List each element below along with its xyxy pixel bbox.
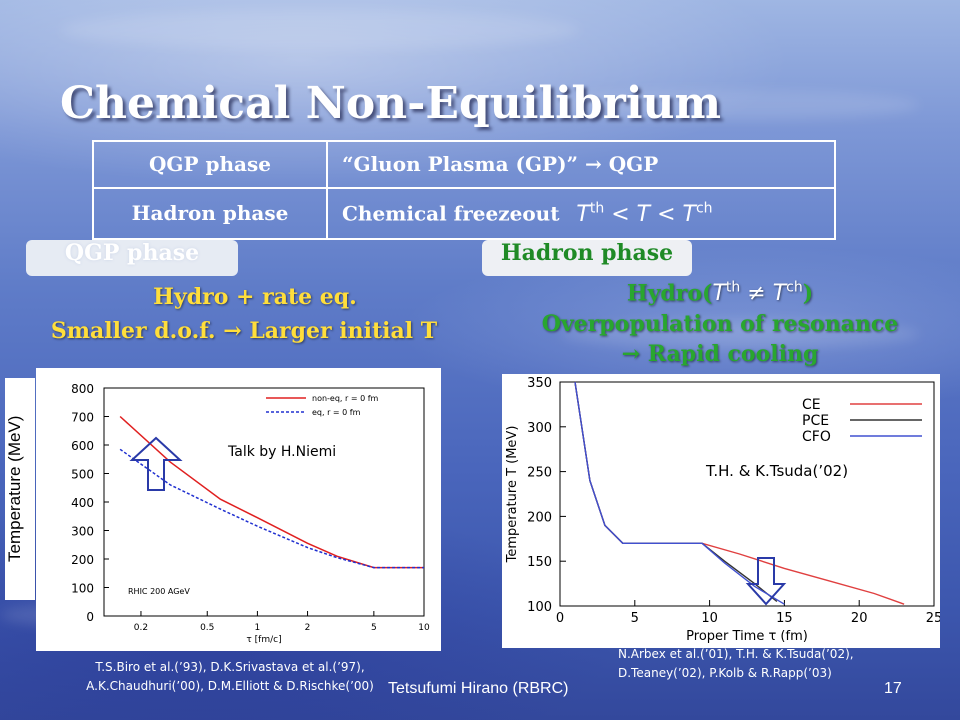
hadron-phase-box: Hadron phase [482, 240, 692, 276]
y-tick-label: 200 [527, 510, 552, 525]
background-streak [560, 320, 920, 348]
x-tick-label: 1 [255, 623, 261, 633]
left-ylabel: Temperature (MeV) [5, 378, 35, 600]
left-ref-line: T.S.Biro et al.(’93), D.K.Srivastava et … [95, 660, 365, 674]
left-line-1: Hydro + rate eq. [153, 284, 357, 310]
qgp-phase-label: QGP phase [64, 240, 200, 266]
slide-title: Chemical Non-Equilibrium [60, 78, 722, 129]
background-streak [60, 10, 580, 50]
x-tick-label: 25 [926, 611, 940, 626]
x-tick-label: 15 [776, 611, 793, 626]
y-tick-label: 400 [71, 496, 94, 510]
y-tick-label: 200 [71, 553, 94, 567]
y-tick-label: 300 [527, 421, 552, 436]
right-line-3: → Rapid cooling [621, 341, 819, 367]
x-tick-label: 0.5 [200, 623, 214, 633]
y-tick-label: 500 [71, 468, 94, 482]
series-line [574, 381, 905, 605]
right-plot: 100 150 200 250 300 350 0 5 10 15 20 25 Proper Time … [502, 374, 942, 648]
y-axis-label: Temperature T (MeV) [505, 426, 520, 564]
left-references: T.S.Biro et al.(’93), D.K.Srivastava et … [30, 658, 430, 696]
series-line [119, 415, 424, 569]
right-line-1: Hydro(Tth ≠ Tch) [626, 280, 814, 307]
y-tick-label: 600 [71, 439, 94, 453]
y-tick-label: 350 [527, 376, 552, 391]
table-cell-label: Hadron phase [92, 186, 328, 241]
phase-table: QGP phase “Gluon Plasma (GP)” → QGP Hadr… [92, 140, 836, 241]
chart-annotation: RHIC 200 AGeV [128, 587, 190, 596]
x-tick-label: 10 [701, 611, 718, 626]
freezeout-text: Chemical freezeout [342, 201, 560, 226]
left-plot: 800 700 600 500 400 300 200 100 0 0.2 0.5 1 2 5 10 τ [f… [36, 368, 441, 651]
freezeout-math: Tth < T < Tch [576, 200, 713, 227]
y-tick-label: 300 [71, 525, 94, 539]
right-line-2: Overpopulation of resonance [541, 311, 899, 337]
x-tick-label: 2 [305, 623, 311, 633]
right-references: N.Arbex et al.(’01), T.H. & K.Tsuda(’02)… [618, 645, 938, 683]
legend-label: PCE [802, 413, 829, 429]
x-tick-label: 10 [418, 623, 430, 633]
right-ref-line: D.Teaney(’02), P.Kolb & R.Rapp(’03) [618, 666, 832, 680]
qgp-phase-box: QGP phase [26, 240, 238, 276]
footer-author: Tetsufumi Hirano (RBRC) [388, 680, 569, 697]
table-row: Hadron phase Chemical freezeout Tth < T … [92, 186, 836, 241]
page-number: 17 [884, 680, 902, 697]
legend-label: CE [802, 397, 821, 413]
left-plot-svg: 800 700 600 500 400 300 200 100 0 0.2 0.5 1 2 5 10 τ [f… [71, 382, 430, 645]
legend-label: eq, r = 0 fm [312, 408, 361, 417]
plot-frame [559, 381, 935, 607]
table-cell-value: “Gluon Plasma (GP)” → QGP [326, 140, 836, 189]
series-line [574, 381, 785, 605]
y-tick-label: 0 [86, 610, 94, 624]
table-row: QGP phase “Gluon Plasma (GP)” → QGP [92, 140, 836, 189]
legend-label: non-eq, r = 0 fm [312, 394, 379, 403]
x-tick-label: 20 [851, 611, 868, 626]
series-line [119, 448, 424, 569]
left-line-2: Smaller d.o.f. → Larger initial T [50, 318, 438, 344]
x-tick-label: 5 [371, 623, 377, 633]
left-ref-line: A.K.Chaudhuri(’00), D.M.Elliott & D.Risc… [86, 679, 374, 693]
plot-annotation: T.H. & K.Tsuda(’02) [705, 462, 848, 480]
plot-frame [103, 387, 425, 617]
right-ref-line: N.Arbex et al.(’01), T.H. & K.Tsuda(’02)… [618, 647, 854, 661]
x-tick-label: 5 [631, 611, 639, 626]
x-tick-label: 0 [556, 611, 564, 626]
y-tick-label: 150 [527, 555, 552, 570]
plot-annotation: Talk by H.Niemi [227, 444, 336, 460]
table-cell-value: Chemical freezeout Tth < T < Tch [326, 186, 836, 241]
right-plot-svg: 100 150 200 250 300 350 0 5 10 15 20 25 Proper Time … [505, 376, 942, 644]
y-tick-label: 250 [527, 466, 552, 481]
y-tick-label: 100 [71, 582, 94, 596]
y-tick-label: 700 [71, 411, 94, 425]
y-tick-label: 100 [527, 600, 552, 615]
x-tick-label: 0.2 [134, 623, 148, 633]
x-axis-label: τ [fm/c] [246, 635, 281, 645]
series-line [574, 381, 778, 603]
down-arrow-icon [745, 557, 787, 606]
legend-label: CFO [802, 429, 831, 445]
y-tick-label: 800 [71, 382, 94, 396]
table-cell-label: QGP phase [92, 140, 328, 189]
background-streak [540, 90, 920, 120]
x-axis-label: Proper Time τ (fm) [686, 629, 808, 644]
up-arrow-icon [129, 436, 183, 491]
